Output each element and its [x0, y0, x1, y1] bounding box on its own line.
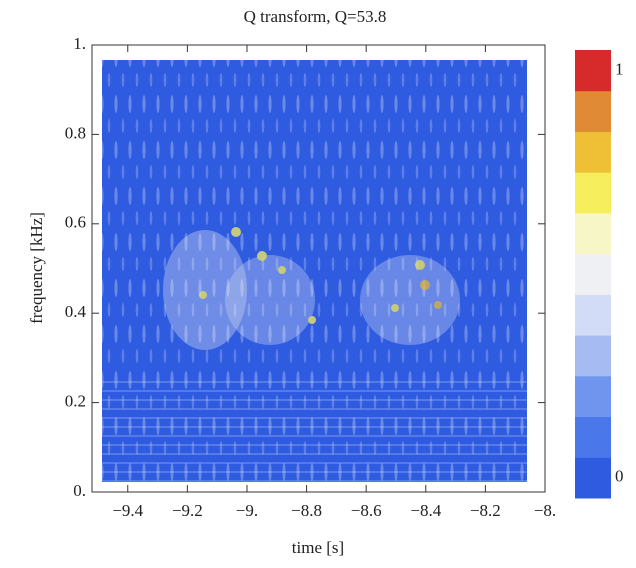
y-tick-label: 0.8 — [65, 123, 86, 142]
colorbar-band — [575, 416, 611, 458]
x-tick-label: −8.4 — [410, 501, 441, 520]
x-tick-label: −8.6 — [351, 501, 382, 520]
x-tick-label: −9.2 — [172, 501, 203, 520]
colorbar-band — [575, 457, 611, 499]
x-tick-label: −8.8 — [291, 501, 322, 520]
colorbar-band — [575, 375, 611, 418]
y-tick-label: 0. — [73, 481, 86, 500]
y-tick-label: 0.6 — [65, 213, 86, 232]
colorbar-band — [575, 212, 611, 255]
colorbar-band — [575, 172, 611, 214]
colorbar-tick-label: 1 — [615, 59, 624, 78]
spectrogram-texture — [163, 227, 460, 350]
x-tick-label: −9. — [236, 501, 258, 520]
colorbar: 01 — [575, 50, 624, 499]
y-tick-label: 1. — [73, 34, 86, 53]
y-tick-label: 0.4 — [65, 302, 87, 321]
x-axis-label: time [s] — [292, 538, 344, 557]
y-axis-label: frequency [kHz] — [27, 212, 46, 324]
x-tick-label: −8.2 — [470, 501, 501, 520]
colorbar-band — [575, 131, 611, 173]
y-tick-label: 0.2 — [65, 392, 86, 411]
colorbar-tick-label: 0 — [615, 467, 624, 486]
colorbar-band — [575, 294, 611, 336]
colorbar-band — [575, 253, 611, 295]
x-tick-label: −9.4 — [112, 501, 143, 520]
colorbar-band — [575, 90, 611, 132]
colorbar-band — [575, 335, 611, 377]
spectrogram-texture — [102, 380, 527, 482]
colorbar-band — [575, 50, 611, 92]
x-tick-label: −8. — [534, 501, 556, 520]
chart-title: Q transform, Q=53.8 — [244, 7, 387, 26]
